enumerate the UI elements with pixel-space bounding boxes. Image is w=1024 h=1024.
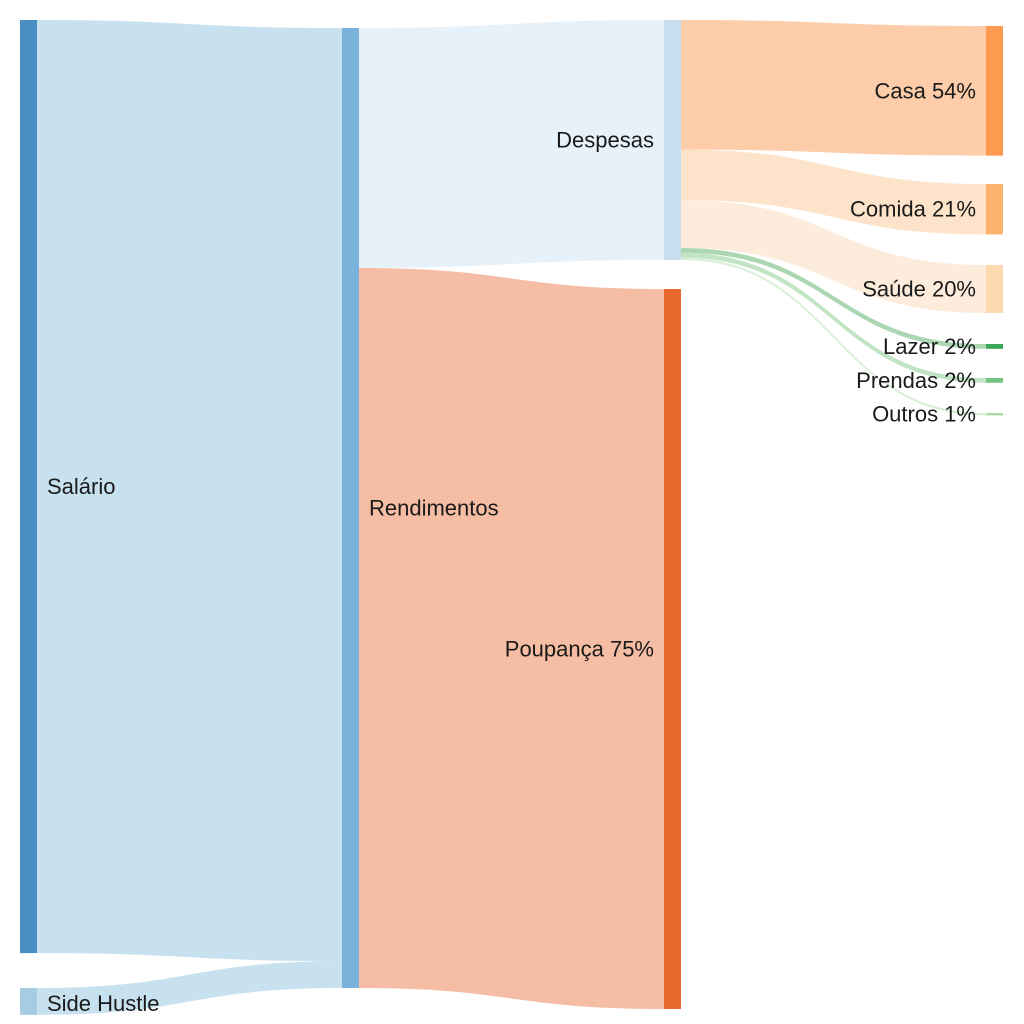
- link-rendimentos-poupanca: [359, 268, 664, 1009]
- node-label-rendimentos: Rendimentos: [369, 496, 499, 521]
- node-label-lazer: Lazer 2%: [883, 334, 976, 359]
- node-outros: [986, 413, 1003, 416]
- node-label-salario: Salário: [47, 474, 115, 499]
- node-lazer: [986, 344, 1003, 349]
- sankey-labels: Salário Side Hustle Rendimentos Despesas Pou…: [47, 78, 976, 1016]
- node-label-casa: Casa 54%: [874, 78, 976, 103]
- node-label-side: Side Hustle: [47, 991, 160, 1016]
- sankey-nodes: [20, 20, 1003, 1015]
- node-prendas: [986, 378, 1003, 383]
- link-side-rendimentos: [37, 961, 342, 1015]
- sankey-links: [37, 20, 986, 1015]
- node-side: [20, 988, 37, 1015]
- link-despesas-casa: [681, 20, 986, 156]
- link-rendimentos-despesas: [359, 20, 664, 268]
- node-comida: [986, 184, 1003, 235]
- link-despesas-saude: [681, 200, 986, 313]
- node-despesas: [664, 20, 681, 260]
- node-label-outros: Outros 1%: [872, 402, 976, 427]
- link-despesas-comida: [681, 149, 986, 235]
- node-rendimentos: [342, 28, 359, 988]
- link-despesas-outros: [681, 257, 986, 416]
- link-despesas-lazer: [681, 248, 986, 349]
- node-poupanca: [664, 289, 681, 1009]
- node-label-prendas: Prendas 2%: [856, 368, 976, 393]
- node-casa: [986, 26, 1003, 156]
- node-label-poupanca: Poupança 75%: [505, 637, 654, 662]
- node-salario: [20, 20, 37, 954]
- node-label-despesas: Despesas: [556, 128, 654, 153]
- node-label-comida: Comida 21%: [850, 197, 976, 222]
- link-despesas-prendas: [681, 252, 986, 383]
- node-saude: [986, 265, 1003, 313]
- link-salario-rendimentos: [37, 20, 342, 962]
- node-label-saude: Saúde 20%: [862, 277, 976, 302]
